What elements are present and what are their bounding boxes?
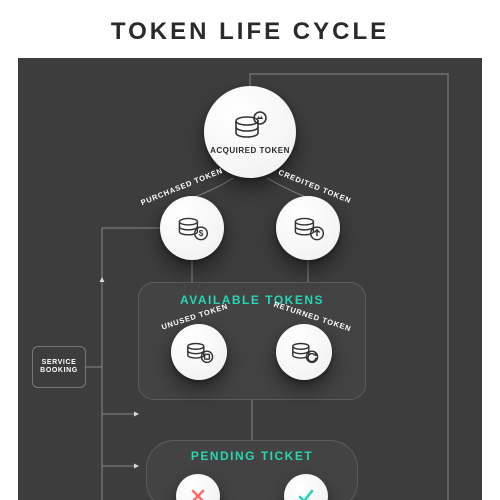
coins-return-icon	[288, 337, 320, 367]
page: TOKEN LIFE CYCLE	[0, 0, 500, 500]
node-purchased-token: $	[160, 196, 224, 260]
node-acquired-token: ACQUIRED TOKEN	[204, 86, 296, 178]
coins-crown-icon	[230, 109, 270, 145]
service-booking-label: SERVICE BOOKING	[37, 359, 81, 376]
x-icon	[188, 486, 208, 500]
coins-stop-icon	[183, 337, 215, 367]
group-title-pending: PENDING TICKET	[191, 449, 313, 463]
service-booking-box: SERVICE BOOKING	[32, 346, 86, 388]
check-icon	[296, 486, 316, 500]
coins-dollar-icon: $	[174, 211, 210, 245]
node-label: ACQUIRED TOKEN	[210, 147, 290, 156]
node-unused-token	[171, 324, 227, 380]
page-title: TOKEN LIFE CYCLE	[0, 0, 500, 60]
node-credited-token	[276, 196, 340, 260]
node-returned-token	[276, 324, 332, 380]
coins-up-icon	[290, 211, 326, 245]
group-title-available: AVAILABLE TOKENS	[139, 293, 365, 307]
diagram-panel: ACQUIRED TOKEN PURCHASED TOKEN $ CREDITE…	[18, 58, 482, 500]
svg-text:$: $	[199, 229, 204, 238]
